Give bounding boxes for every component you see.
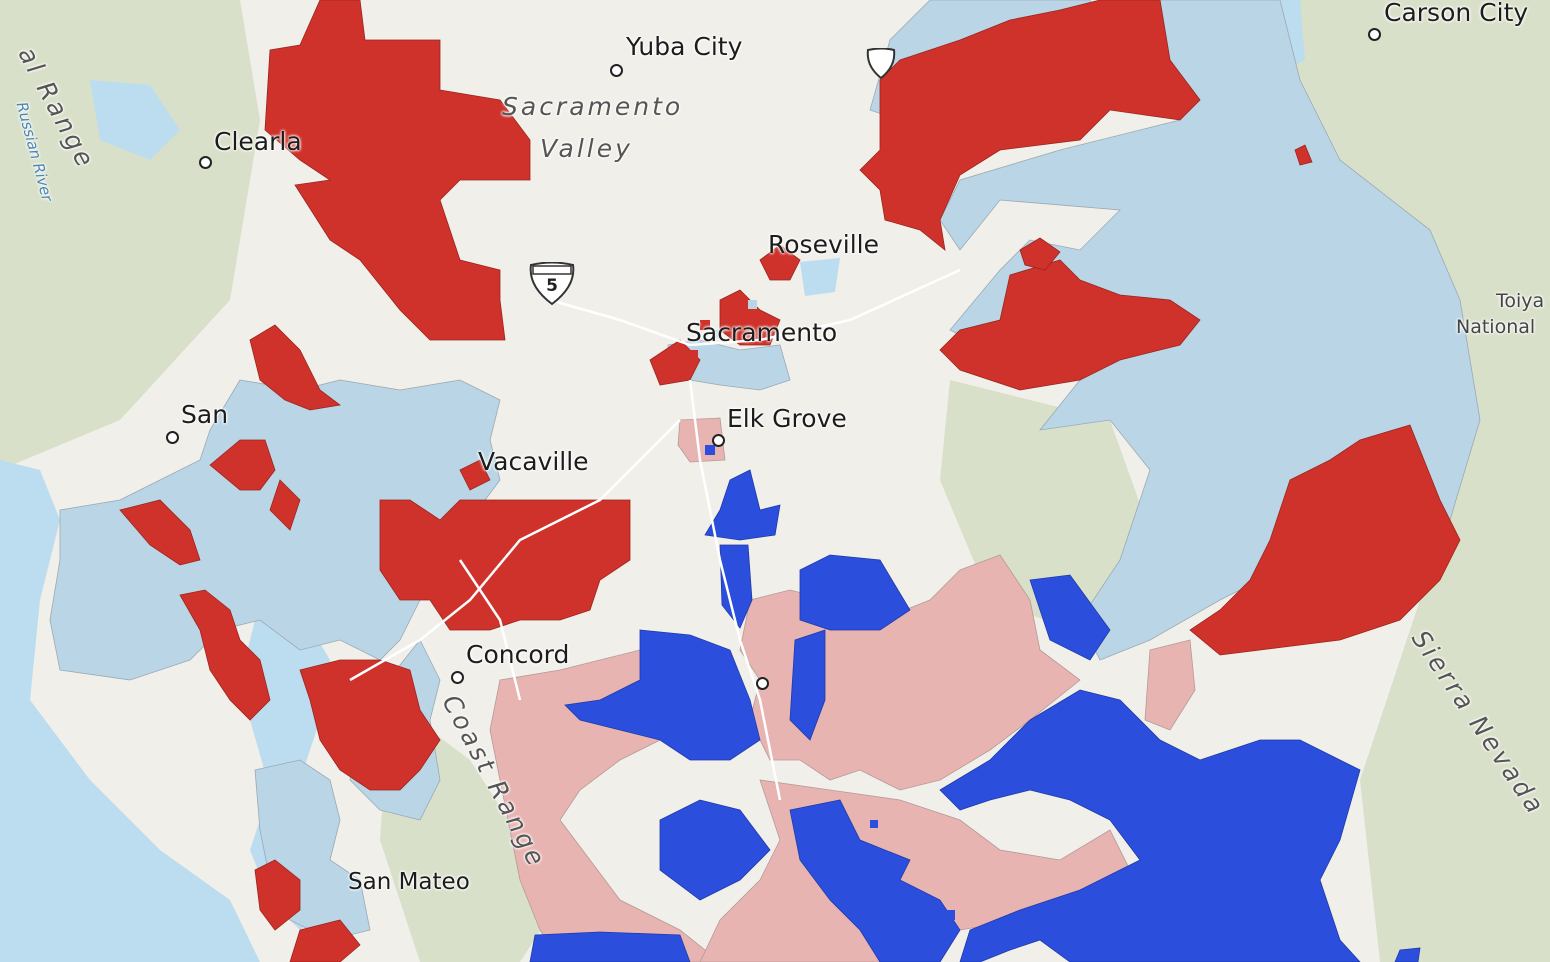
city-label-elk-grove[interactable]: Elk Grove [727, 404, 847, 433]
city-label-concord[interactable]: Concord [466, 640, 570, 669]
region-label-valley: Valley [540, 134, 633, 163]
dark-red-areas [119, 0, 1461, 962]
yuba-city-dot [610, 64, 623, 77]
stockton-dot [756, 677, 769, 690]
santa-rosa-dot [166, 431, 179, 444]
interstate-number: 5 [546, 276, 558, 296]
carson-city-dot [1368, 28, 1381, 41]
roads [349, 268, 961, 801]
city-label-clearlake[interactable]: Clearla [214, 127, 302, 156]
region-label-sacramento: Sacramento [502, 92, 684, 121]
city-label-vacaville[interactable]: Vacaville [478, 447, 589, 476]
city-label-san-mateo[interactable]: San Mateo [348, 869, 470, 895]
park-label-line1: Toiya [1496, 290, 1545, 312]
elk-grove-dot [712, 434, 725, 447]
sacramento-precincts [690, 300, 955, 920]
interstate-shield-icon: 5 [528, 262, 576, 306]
city-label-san[interactable]: San [181, 400, 229, 429]
dark-blue-areas [529, 469, 1421, 962]
city-label-carson-city[interactable]: Carson City [1384, 0, 1529, 27]
park-label-line2: National [1456, 316, 1536, 338]
city-label-sacramento[interactable]: Sacramento [686, 318, 838, 347]
concord-dot [451, 671, 464, 684]
city-label-yuba-city[interactable]: Yuba City [626, 32, 743, 61]
clearlake-dot [199, 156, 212, 169]
city-label-roseville[interactable]: Roseville [768, 230, 879, 259]
interstate-shield-icon-partial [866, 48, 896, 80]
